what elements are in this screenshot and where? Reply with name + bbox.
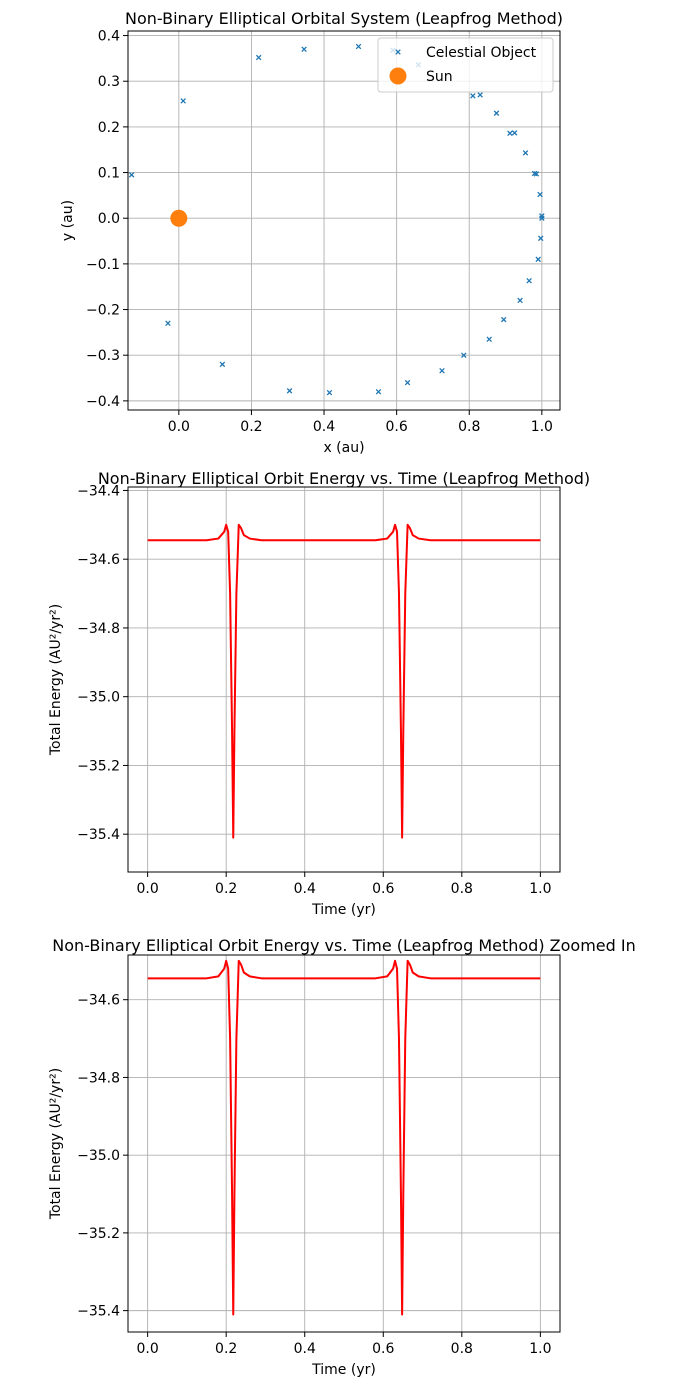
y-tick-label: 0.4 xyxy=(98,29,120,45)
y-tick-label: −34.6 xyxy=(77,552,120,568)
y-tick-label: −35.2 xyxy=(77,1226,120,1242)
x-tick-label: 0.0 xyxy=(168,419,190,435)
plot-frame xyxy=(127,954,561,1333)
y-tick-label: 0.2 xyxy=(98,120,120,136)
legend: Celestial Object Sun xyxy=(377,37,554,93)
celestial-object-point xyxy=(439,367,445,374)
sun-point xyxy=(170,209,188,227)
celestial-object-point xyxy=(486,336,492,342)
x-tick-label: 0.6 xyxy=(372,1341,394,1357)
x-tick-label: 0.4 xyxy=(294,1341,316,1357)
x-tick-label: 0.2 xyxy=(215,1341,237,1357)
celestial-object-point xyxy=(470,93,476,99)
energy-line xyxy=(147,523,541,839)
celestial-object-point xyxy=(493,110,500,116)
x-tick-label: 0.4 xyxy=(313,419,335,435)
legend-label: Celestial Object xyxy=(426,45,537,61)
celestial-object-point xyxy=(128,172,135,178)
celestial-object-point xyxy=(404,379,411,386)
y-tick-label: −34.8 xyxy=(77,621,120,637)
celestial-object-point xyxy=(507,130,513,137)
x-tick-label: 0.6 xyxy=(386,419,408,435)
y-tick-label: 0.1 xyxy=(98,166,120,182)
x-tick-label: 0.6 xyxy=(372,881,394,897)
y-tick-label: 0.0 xyxy=(98,211,120,227)
celestial-object-point xyxy=(286,388,293,394)
chart-title: Non-Binary Elliptical Orbit Energy vs. T… xyxy=(52,936,635,955)
y-tick-label: 0.3 xyxy=(98,74,120,90)
x-tick-label: 0.2 xyxy=(240,419,262,435)
chart-title: Non-Binary Elliptical Orbit Energy vs. T… xyxy=(98,469,590,488)
x-tick-label: 0.8 xyxy=(458,419,480,435)
energy-line xyxy=(147,959,541,1316)
celestial-object-point xyxy=(355,43,362,50)
plot-frame xyxy=(127,486,561,873)
x-tick-label: 1.0 xyxy=(529,881,551,897)
y-tick-label: −34.6 xyxy=(77,993,120,1009)
celestial-object-point xyxy=(535,256,541,263)
celestial-object-point xyxy=(301,46,307,53)
celestial-object-point xyxy=(511,130,518,136)
y-tick-label: −35.0 xyxy=(77,1148,120,1164)
celestial-object-point xyxy=(539,213,545,219)
x-axis-label: Time (yr) xyxy=(311,1362,376,1378)
x-tick-label: 0.4 xyxy=(294,881,316,897)
x-axis-label: Time (yr) xyxy=(311,902,376,918)
x-axis-label: x (au) xyxy=(323,440,364,456)
celestial-object-point xyxy=(180,98,186,104)
x-tick-label: 0.2 xyxy=(215,881,237,897)
legend-marker-circle xyxy=(389,67,407,85)
x-tick-label: 1.0 xyxy=(531,419,553,435)
celestial-object-point xyxy=(219,361,226,368)
celestial-object-point xyxy=(165,320,171,327)
x-tick-label: 0.8 xyxy=(451,881,473,897)
chart-title: Non-Binary Elliptical Orbital System (Le… xyxy=(125,9,563,28)
chart-1: 0.0 0.2 0.4 0.6 0.8 1.0 −0.4 −0.3 −0.2 −0.1 0.0 0.1… xyxy=(60,9,563,456)
y-tick-label: −0.1 xyxy=(86,257,120,273)
x-tick-label: 0.0 xyxy=(137,881,159,897)
y-axis-label: y (au) xyxy=(60,200,76,241)
celestial-object-point xyxy=(461,352,467,358)
y-tick-label: −34.8 xyxy=(77,1070,120,1086)
legend-label: Sun xyxy=(426,69,453,85)
plot-frame xyxy=(127,30,561,411)
celestial-object-point xyxy=(537,191,543,198)
chart-3: 0.0 0.2 0.4 0.6 0.8 1.0 −34.6 −34.8 −35.0 −35.2 −3… xyxy=(48,936,636,1378)
x-tick-label: 0.8 xyxy=(451,1341,473,1357)
celestial-object-point xyxy=(517,297,523,304)
celestial-object-point xyxy=(375,388,382,395)
legend-box xyxy=(377,37,554,93)
celestial-object-point xyxy=(538,235,544,242)
y-tick-label: −0.4 xyxy=(86,394,120,410)
y-tick-label: −34.4 xyxy=(77,483,120,499)
y-tick-label: −35.4 xyxy=(77,1304,120,1320)
y-tick-label: −0.2 xyxy=(86,303,120,319)
celestial-object-point xyxy=(522,150,529,156)
x-tick-label: 1.0 xyxy=(529,1341,551,1357)
y-tick-label: −0.3 xyxy=(86,348,120,364)
celestial-object-point xyxy=(526,278,532,284)
celestial-object-point xyxy=(533,171,540,177)
celestial-object-point xyxy=(255,54,262,61)
celestial-object-point xyxy=(326,389,333,396)
x-tick-label: 0.0 xyxy=(137,1341,159,1357)
celestial-object-point xyxy=(477,92,483,98)
y-axis-label: Total Energy (AU²/yr²) xyxy=(48,604,64,756)
celestial-object-point xyxy=(500,316,507,323)
y-axis-label: Total Energy (AU²/yr²) xyxy=(48,1068,64,1220)
chart-2: 0.0 0.2 0.4 0.6 0.8 1.0 −34.4 −34.6 −34.8 −35.0 −3… xyxy=(48,469,590,918)
y-tick-label: −35.4 xyxy=(77,827,120,843)
legend-marker-x xyxy=(395,49,401,55)
y-tick-label: −35.0 xyxy=(77,690,120,706)
y-tick-label: −35.2 xyxy=(77,758,120,774)
